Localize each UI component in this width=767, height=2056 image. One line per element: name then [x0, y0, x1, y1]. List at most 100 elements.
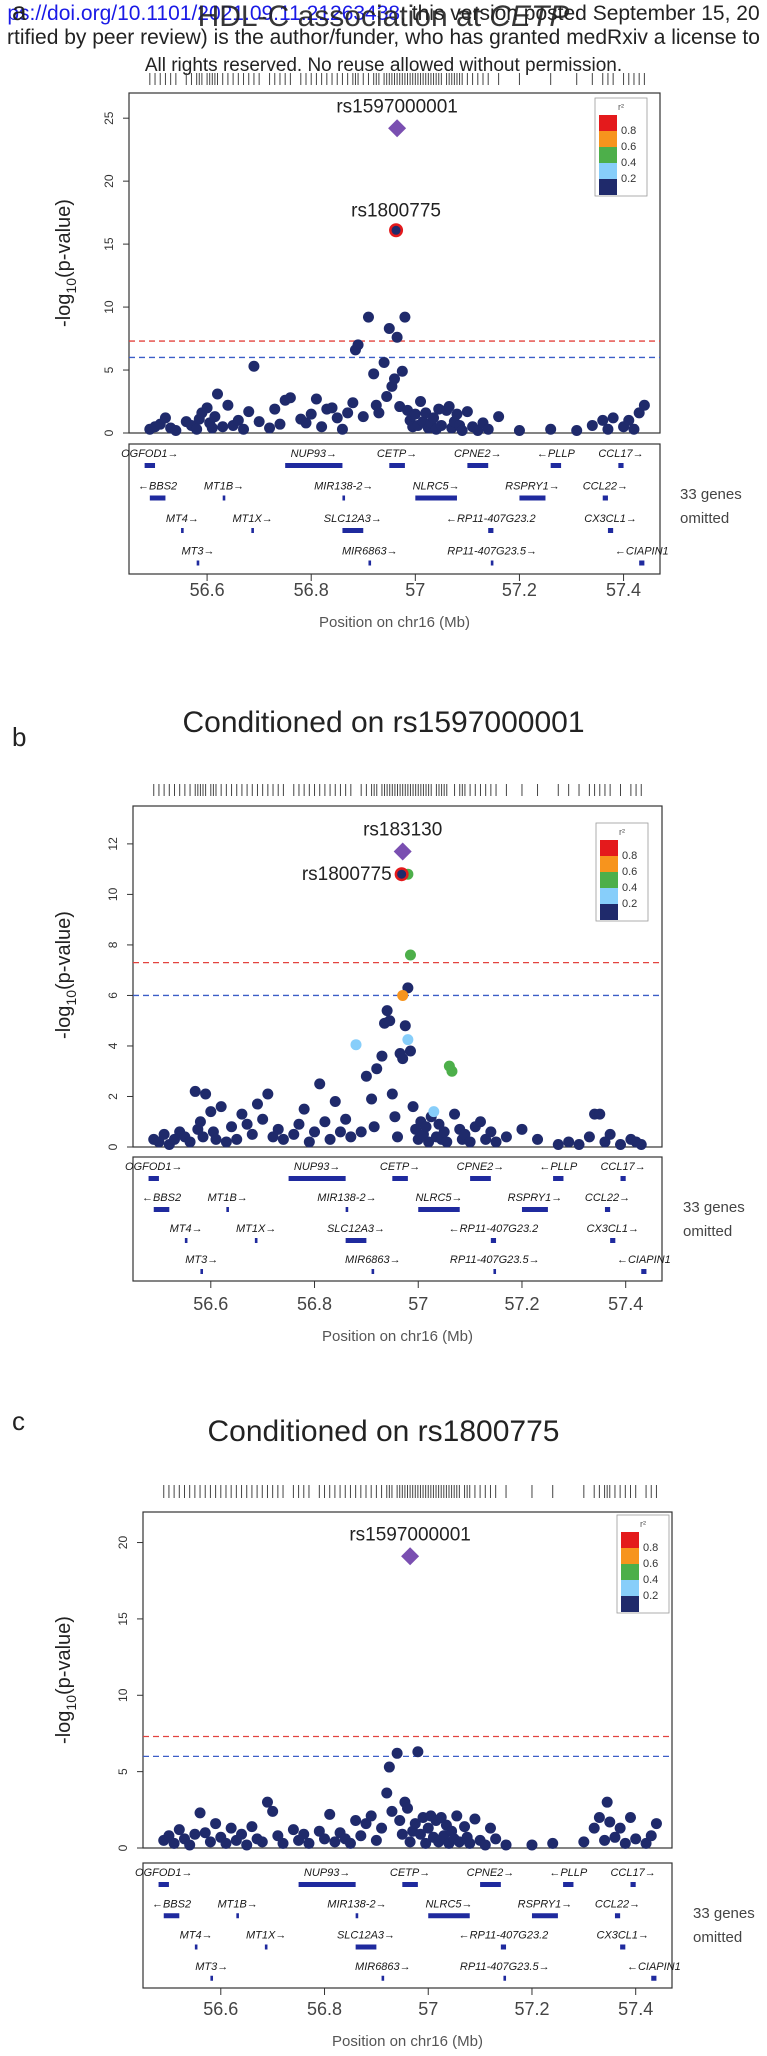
ld-legend-swatch	[621, 1548, 639, 1564]
snp-point	[357, 411, 369, 423]
snp-point	[241, 1839, 253, 1851]
secondary-variant-point	[397, 869, 407, 879]
snp-point	[526, 1839, 538, 1851]
gene-body	[610, 1238, 616, 1243]
ld-legend-title: r²	[640, 1519, 646, 1529]
gene-body	[493, 1269, 497, 1274]
snp-point	[485, 1126, 497, 1138]
snp-point	[305, 408, 317, 420]
snp-point	[428, 412, 440, 424]
ld-legend-swatch	[599, 131, 617, 147]
y-axis-label: -log10(p-value)	[53, 911, 79, 1039]
snp-point	[360, 1070, 372, 1082]
y-axis-label-main: -log	[53, 1006, 75, 1039]
snp-point	[464, 1136, 476, 1148]
snp-point	[191, 423, 203, 435]
gene-body	[194, 1944, 198, 1950]
snp-point	[386, 1805, 398, 1817]
snp-point-ld	[446, 1065, 458, 1077]
snp-point	[324, 1133, 336, 1145]
snp-point	[404, 1836, 416, 1848]
y-tick-label: 8	[106, 941, 120, 948]
ld-legend-swatch	[600, 856, 618, 872]
lead-variant-diamond	[401, 1547, 420, 1566]
gene-body	[184, 1238, 188, 1243]
lead-variant-diamond	[388, 119, 407, 138]
gene-name-label: CPNE2→	[457, 1161, 505, 1173]
snp-point	[336, 423, 348, 435]
gene-body	[144, 463, 156, 468]
gene-body	[553, 1176, 564, 1181]
snp-point	[231, 1133, 243, 1145]
gene-body	[620, 1944, 626, 1950]
x-tick-label: 57.4	[618, 1999, 653, 2019]
snp-point	[199, 1827, 211, 1839]
snp-point	[628, 423, 640, 435]
gene-body	[298, 1882, 356, 1887]
ld-legend-swatch	[621, 1564, 639, 1580]
gene-name-label: MIR138-2→	[317, 1192, 376, 1204]
snp-point	[456, 424, 468, 436]
snp-point	[615, 1138, 627, 1150]
snp-point	[394, 1815, 406, 1827]
snp-point	[625, 1811, 637, 1823]
snp-point	[170, 424, 182, 436]
snp-point	[194, 1116, 206, 1128]
snp-point	[206, 422, 218, 434]
ld-legend-swatch	[621, 1580, 639, 1596]
gene-body	[488, 528, 494, 533]
snp-point	[173, 1824, 185, 1836]
gene-name-label: RP11-407G23.5→	[460, 1961, 550, 1973]
gene-body	[288, 1176, 346, 1181]
snp-point	[376, 1050, 388, 1062]
snp-point	[376, 1822, 388, 1834]
ld-legend-swatch	[599, 147, 617, 163]
ld-legend-swatch	[600, 840, 618, 856]
x-tick-label: 57.2	[514, 1999, 549, 2019]
gene-name-label: CCL22→	[583, 481, 628, 493]
y-axis-label-tail: (p-value)	[53, 911, 75, 990]
snp-point	[451, 1810, 463, 1822]
snp-point	[484, 1822, 496, 1834]
gene-body	[630, 1882, 636, 1887]
gene-name-label: CPNE2→	[467, 1867, 515, 1879]
gene-name-label: ←PLLP	[537, 448, 576, 460]
gene-name-label: CCL22→	[585, 1192, 630, 1204]
snp-point	[269, 403, 281, 415]
gene-name-label: SLC12A3→	[324, 513, 382, 525]
gene-body	[418, 1207, 460, 1212]
snp-point	[200, 1088, 212, 1100]
ld-legend-swatch	[600, 904, 618, 920]
gene-body	[285, 463, 343, 468]
gene-body	[415, 495, 457, 501]
doi-link[interactable]: ps://doi.org/10.1101/2021.09.11.21263438	[7, 2, 401, 25]
gene-name-label: SLC12A3→	[327, 1223, 385, 1235]
gene-name-label: ←BBS2	[152, 1898, 191, 1910]
snp-point	[373, 407, 385, 419]
snp-point	[420, 1121, 432, 1133]
snp-point	[274, 418, 286, 430]
snp-point	[189, 1085, 201, 1097]
gene-body	[480, 1882, 501, 1887]
gene-name-label: MT4→	[166, 513, 199, 525]
gene-name-label: CCL22→	[595, 1898, 640, 1910]
snp-point	[347, 397, 359, 409]
snp-point	[324, 1808, 336, 1820]
snp-point	[287, 1824, 299, 1836]
snp-point	[248, 360, 260, 372]
snp-point	[261, 1796, 273, 1808]
gene-body	[222, 495, 226, 501]
gene-body	[651, 1975, 657, 1981]
gene-name-label: ←CIAPIN1	[627, 1961, 681, 1973]
snp-point	[189, 1828, 201, 1840]
gene-body	[614, 1913, 621, 1919]
gene-name-label: ←PLLP	[539, 1161, 578, 1173]
snp-point	[205, 1106, 217, 1118]
panel-letter-a: a	[12, 0, 27, 26]
snp-point	[298, 1103, 310, 1115]
gene-body	[602, 495, 608, 501]
snp-point	[645, 1830, 657, 1842]
gene-name-label: NLRC5→	[413, 481, 460, 493]
snp-point	[599, 1834, 611, 1846]
ld-legend-label: 0.2	[622, 898, 637, 910]
